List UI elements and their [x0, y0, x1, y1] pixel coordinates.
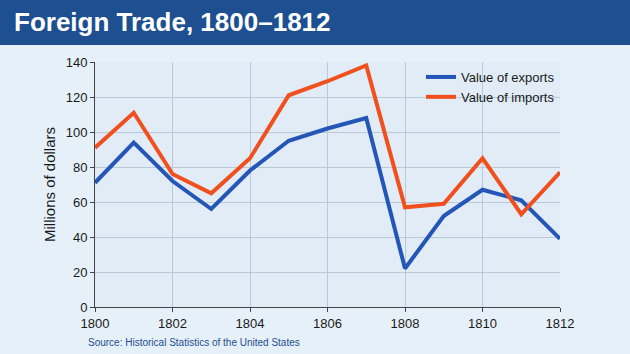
- svg-text:60: 60: [73, 195, 87, 210]
- svg-text:100: 100: [66, 125, 88, 140]
- svg-text:Millions of dollars: Millions of dollars: [41, 127, 58, 242]
- svg-text:120: 120: [66, 90, 88, 105]
- svg-text:1810: 1810: [468, 316, 497, 331]
- svg-text:40: 40: [73, 230, 87, 245]
- svg-text:1802: 1802: [158, 316, 187, 331]
- html-text:Foreign Trade, 1800–1812: Foreign Trade, 1800–1812: [14, 7, 331, 37]
- svg-text:0: 0: [80, 300, 87, 315]
- svg-text:140: 140: [66, 55, 88, 70]
- svg-text:1800: 1800: [81, 316, 110, 331]
- svg-text:Value of exports: Value of exports: [461, 70, 554, 85]
- svg-text:1806: 1806: [313, 316, 342, 331]
- svg-text:Source: Historical Statistics: Source: Historical Statistics of the Uni…: [88, 337, 300, 348]
- svg-text:1808: 1808: [391, 316, 420, 331]
- svg-text:Value of imports: Value of imports: [461, 90, 554, 105]
- svg-text:1804: 1804: [236, 316, 265, 331]
- svg-text:1812: 1812: [546, 316, 575, 331]
- svg-text:80: 80: [73, 160, 87, 175]
- svg-text:20: 20: [73, 265, 87, 280]
